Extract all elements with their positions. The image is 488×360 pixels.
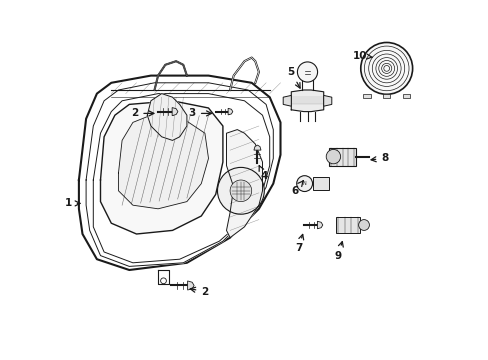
Polygon shape <box>226 130 262 238</box>
Circle shape <box>297 62 317 82</box>
Polygon shape <box>402 94 409 98</box>
Circle shape <box>160 278 166 284</box>
Polygon shape <box>283 95 291 106</box>
Polygon shape <box>79 76 280 270</box>
Polygon shape <box>187 281 194 290</box>
Polygon shape <box>291 90 323 112</box>
Polygon shape <box>93 94 269 263</box>
Polygon shape <box>363 94 370 98</box>
Polygon shape <box>118 115 208 209</box>
Text: 1: 1 <box>64 198 80 208</box>
Polygon shape <box>253 145 261 150</box>
Circle shape <box>230 180 251 202</box>
Circle shape <box>217 167 264 214</box>
Polygon shape <box>101 101 223 234</box>
Text: N: N <box>302 181 306 186</box>
Text: 2: 2 <box>131 108 154 118</box>
Polygon shape <box>323 95 331 106</box>
Polygon shape <box>158 270 168 284</box>
Circle shape <box>296 176 312 192</box>
Polygon shape <box>312 177 328 190</box>
Polygon shape <box>147 94 186 140</box>
Circle shape <box>360 42 412 94</box>
Text: 10: 10 <box>352 51 372 61</box>
Polygon shape <box>328 148 355 166</box>
Polygon shape <box>228 108 232 115</box>
Circle shape <box>358 220 368 230</box>
Polygon shape <box>336 217 359 233</box>
Circle shape <box>325 149 340 164</box>
Polygon shape <box>382 94 389 98</box>
Text: 3: 3 <box>188 108 211 118</box>
Polygon shape <box>86 83 273 266</box>
Polygon shape <box>172 108 178 116</box>
Text: 4: 4 <box>259 166 267 181</box>
Text: 2: 2 <box>190 287 208 297</box>
Text: 5: 5 <box>287 67 300 88</box>
Text: 6: 6 <box>291 181 303 196</box>
Polygon shape <box>317 221 322 229</box>
Text: 7: 7 <box>294 234 303 253</box>
Text: 8: 8 <box>370 153 388 163</box>
Text: 9: 9 <box>334 242 343 261</box>
